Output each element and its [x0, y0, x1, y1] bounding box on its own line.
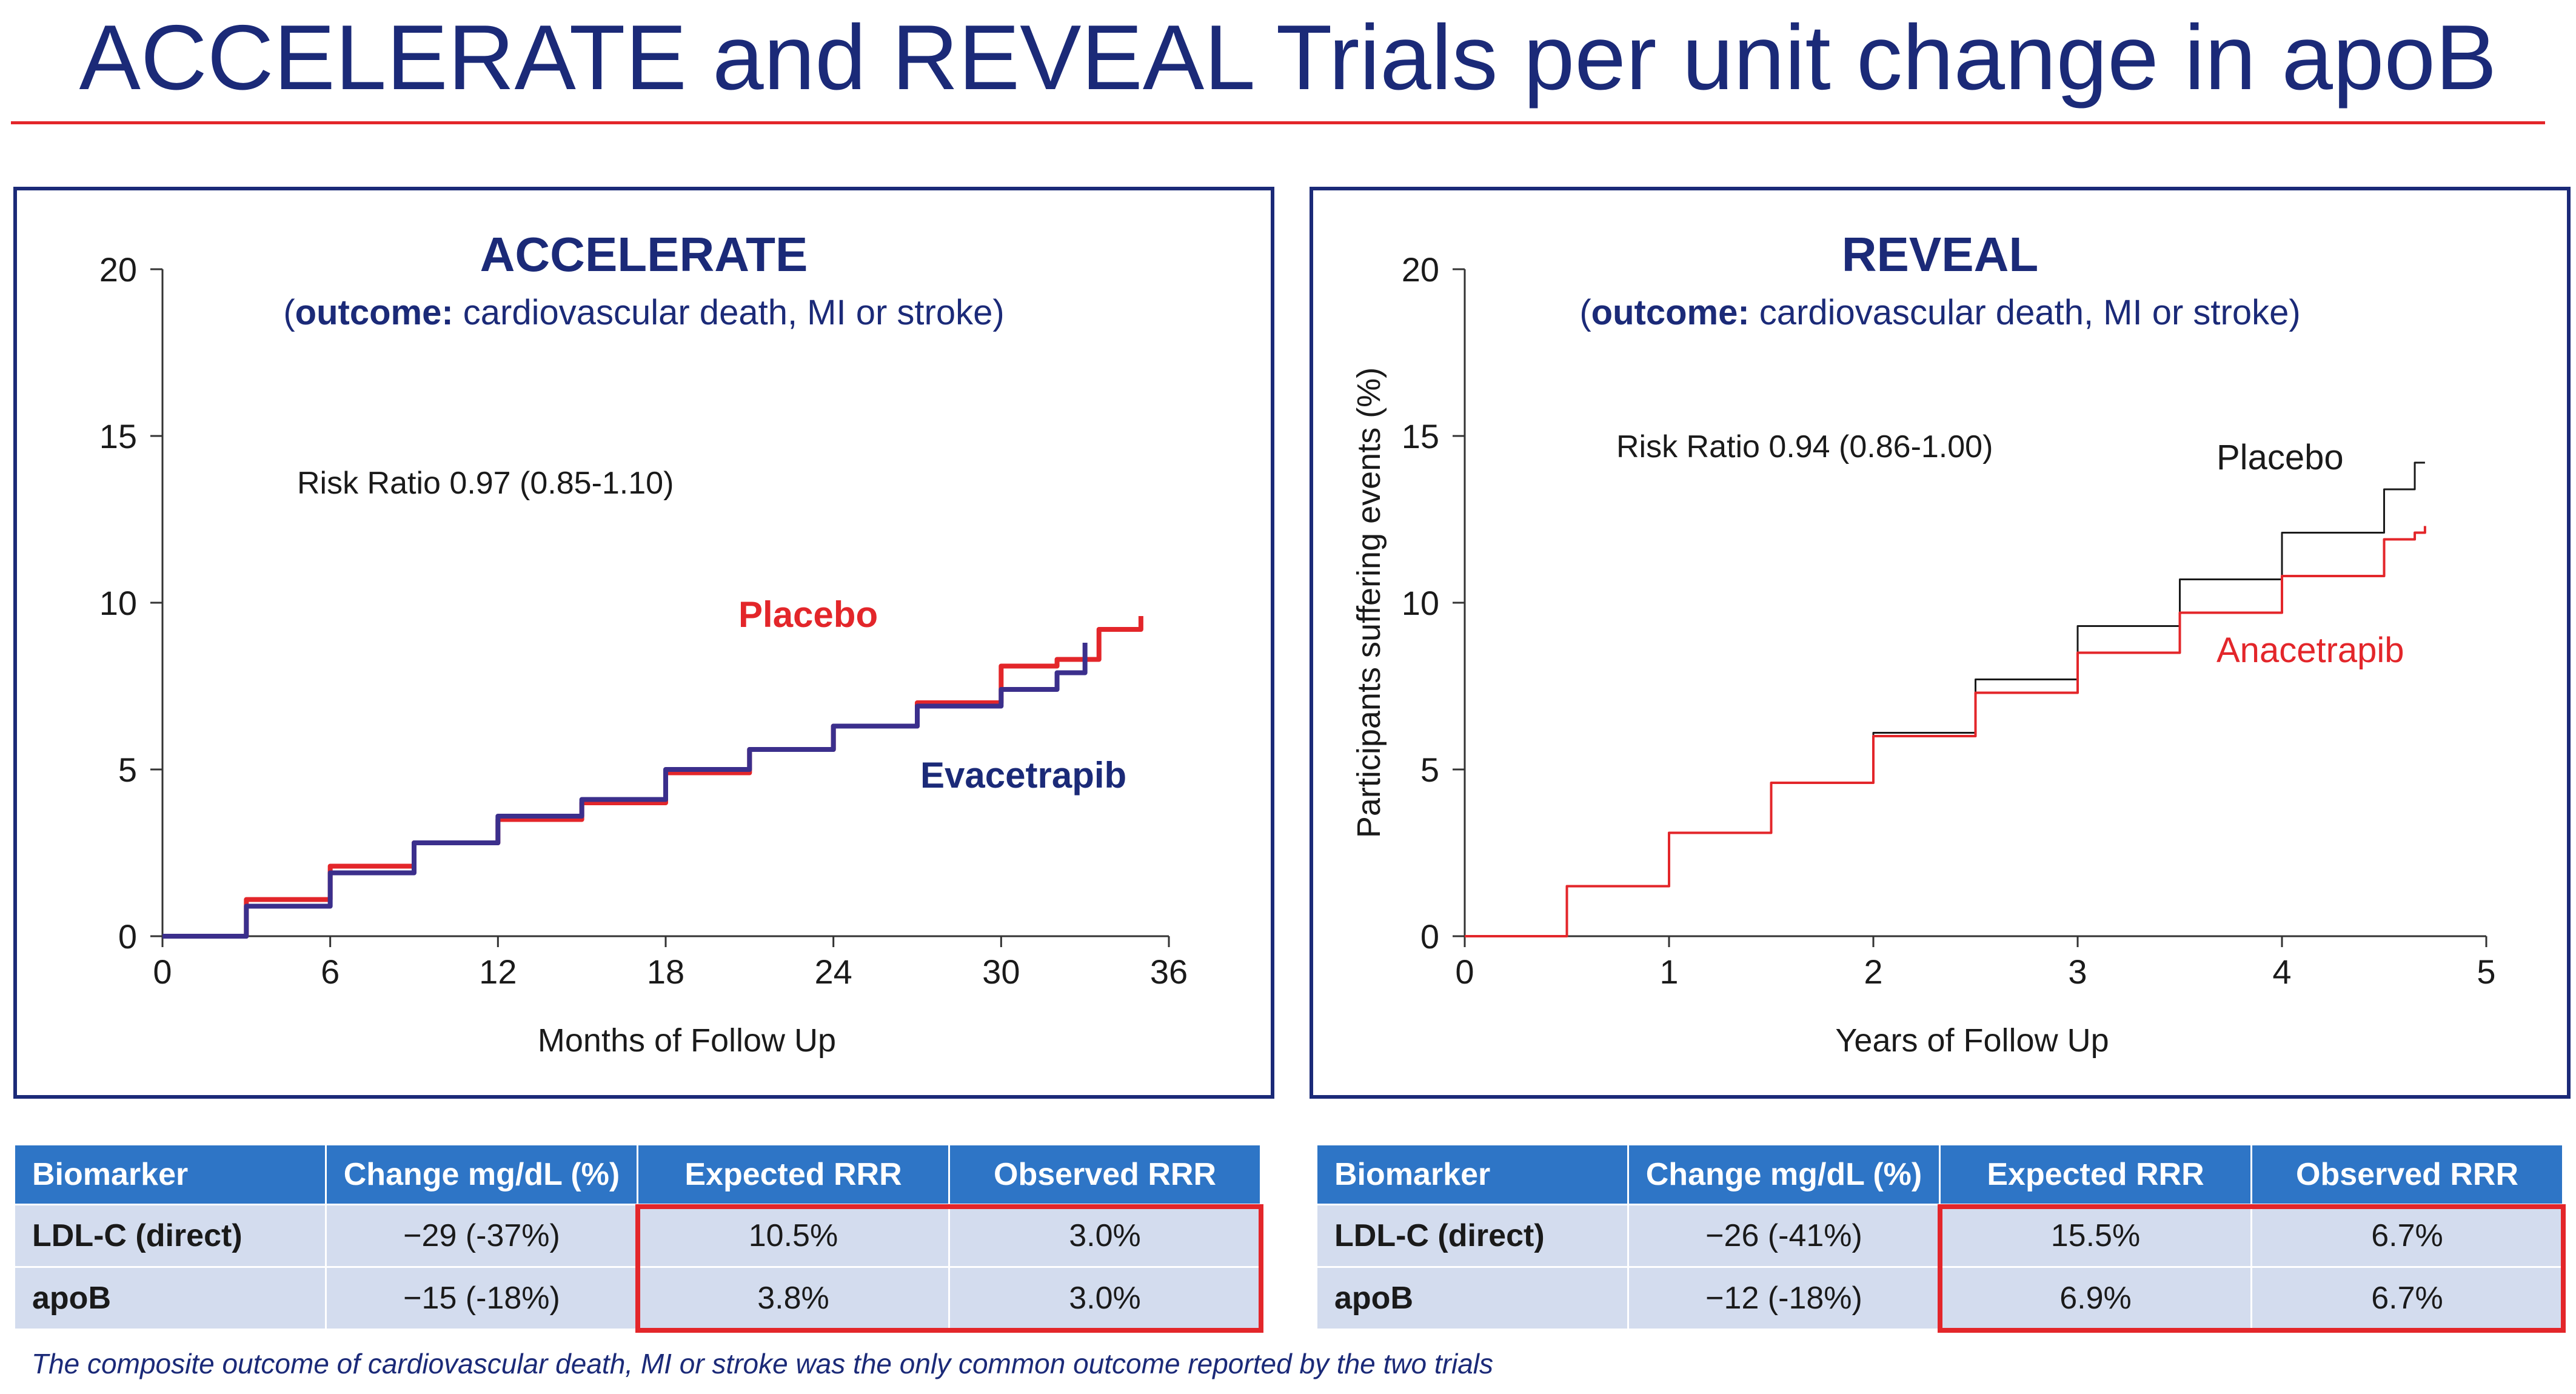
table-cell: apoB	[13, 1266, 327, 1330]
header-observed-rrr: Observed RRR	[2250, 1144, 2564, 1205]
table-cell: 6.7%	[2250, 1266, 2564, 1330]
accelerate-chart-subtitle: (outcome: cardiovascular death, MI or st…	[283, 293, 1005, 332]
x-axis-label: Years of Follow Up	[1835, 1022, 2109, 1059]
reveal-results-table: Biomarker Change mg/dL (%) Expected RRR …	[1316, 1144, 2564, 1330]
subtitle-bold: outcome:	[295, 293, 453, 332]
series-line-anacetrapib	[1465, 526, 2426, 937]
x-tick-label: 12	[479, 953, 517, 991]
table-cell: −26 (-41%)	[1627, 1204, 1941, 1268]
slide-title: ACCELERATE and REVEAL Trials per unit ch…	[79, 6, 2497, 109]
y-tick-label: 0	[118, 917, 137, 956]
x-tick-label: 18	[647, 953, 684, 991]
table-header-row: Biomarker Change mg/dL (%) Expected RRR …	[13, 1144, 1262, 1205]
y-tick-label: 15	[99, 417, 137, 455]
y-tick-label: 15	[1402, 417, 1439, 455]
series-label-anacetrapib: Anacetrapib	[2216, 631, 2404, 670]
subtitle-text: cardiovascular death, MI or stroke	[453, 293, 993, 332]
table-cell: 15.5%	[1939, 1204, 2252, 1268]
y-tick-label: 20	[1402, 250, 1439, 289]
table-cell: −29 (-37%)	[325, 1204, 638, 1268]
footnote: The composite outcome of cardiovascular …	[32, 1348, 1494, 1379]
accelerate-chart-panel: 0 6 12 18 24 30 36 0 5 10 15 20 Months of Follow Up R…	[13, 187, 1274, 1099]
table-cell: 10.5%	[637, 1204, 950, 1268]
accelerate-results-table: Biomarker Change mg/dL (%) Expected RRR …	[13, 1144, 1262, 1330]
table-row: apoB −12 (-18%) 6.9% 6.7%	[1316, 1266, 2564, 1330]
table-cell: LDL-C (direct)	[13, 1204, 327, 1268]
subtitle-text: cardiovascular death, MI or stroke	[1749, 293, 2289, 332]
header-observed-rrr: Observed RRR	[948, 1144, 1262, 1205]
series-label-evacetrapib: Evacetrapib	[920, 755, 1126, 796]
table-cell: 6.9%	[1939, 1266, 2252, 1330]
header-change: Change mg/dL (%)	[1627, 1144, 1941, 1205]
x-axis-label: Months of Follow Up	[538, 1022, 836, 1059]
accelerate-chart: 0 6 12 18 24 30 36 0 5 10 15 20 Months of Follow Up R…	[99, 250, 1188, 1059]
x-tick-label: 5	[2477, 953, 2495, 991]
y-tick-label: 0	[1420, 917, 1439, 956]
reveal-chart-title: REVEAL	[1841, 227, 2039, 281]
table-cell: −12 (-18%)	[1627, 1266, 1941, 1330]
reveal-chart-panel: 0 1 2 3 4 5 0 5 10 15 20 Years of Follow Up Particip…	[1310, 187, 2571, 1099]
series-label-placebo: Placebo	[738, 594, 878, 635]
table-cell: 3.0%	[948, 1266, 1262, 1330]
x-tick-label: 1	[1659, 953, 1678, 991]
x-tick-label: 36	[1150, 953, 1188, 991]
x-tick-label: 3	[2068, 953, 2087, 991]
table-cell: −15 (-18%)	[325, 1266, 638, 1330]
reveal-chart-subtitle: (outcome: cardiovascular death, MI or st…	[1579, 293, 2301, 332]
table-row: apoB −15 (-18%) 3.8% 3.0%	[13, 1266, 1262, 1330]
series-line-placebo	[1465, 461, 2425, 937]
risk-ratio-annotation: Risk Ratio 0.97 (0.85-1.10)	[297, 466, 674, 501]
accelerate-chart-title: ACCELERATE	[480, 227, 808, 281]
table-header-row: Biomarker Change mg/dL (%) Expected RRR …	[1316, 1144, 2564, 1205]
header-biomarker: Biomarker	[1316, 1144, 1629, 1205]
table-cell: 3.8%	[637, 1266, 950, 1330]
table-cell: 3.0%	[948, 1204, 1262, 1268]
subtitle-bold: outcome:	[1591, 293, 1750, 332]
header-change: Change mg/dL (%)	[325, 1144, 638, 1205]
y-axis-label: Participants suffering events (%)	[1351, 367, 1387, 838]
x-tick-label: 0	[153, 953, 172, 991]
table-row: LDL-C (direct) −29 (-37%) 10.5% 3.0%	[13, 1204, 1262, 1268]
title-divider	[11, 121, 2545, 124]
table-cell: apoB	[1316, 1266, 1629, 1330]
y-tick-label: 5	[1420, 751, 1439, 789]
reveal-chart: 0 1 2 3 4 5 0 5 10 15 20 Years of Follow Up Particip…	[1351, 250, 2496, 1059]
header-expected-rrr: Expected RRR	[1939, 1144, 2252, 1205]
x-tick-label: 0	[1455, 953, 1474, 991]
table-cell: LDL-C (direct)	[1316, 1204, 1629, 1268]
x-tick-label: 24	[815, 953, 852, 991]
series-line-placebo	[162, 616, 1143, 939]
header-expected-rrr: Expected RRR	[637, 1144, 950, 1205]
series-line-evacetrapib	[162, 643, 1088, 939]
x-tick-label: 6	[321, 953, 340, 991]
x-tick-label: 4	[2272, 953, 2291, 991]
y-tick-label: 20	[99, 250, 137, 289]
table-cell: 6.7%	[2250, 1204, 2564, 1268]
x-tick-label: 2	[1864, 953, 1882, 991]
y-tick-label: 10	[1402, 584, 1439, 622]
risk-ratio-annotation: Risk Ratio 0.94 (0.86-1.00)	[1616, 429, 1993, 464]
table-row: LDL-C (direct) −26 (-41%) 15.5% 6.7%	[1316, 1204, 2564, 1268]
x-tick-label: 30	[982, 953, 1020, 991]
series-label-placebo: Placebo	[2216, 438, 2344, 477]
y-tick-label: 10	[99, 584, 137, 622]
y-tick-label: 5	[118, 751, 137, 789]
header-biomarker: Biomarker	[13, 1144, 327, 1205]
